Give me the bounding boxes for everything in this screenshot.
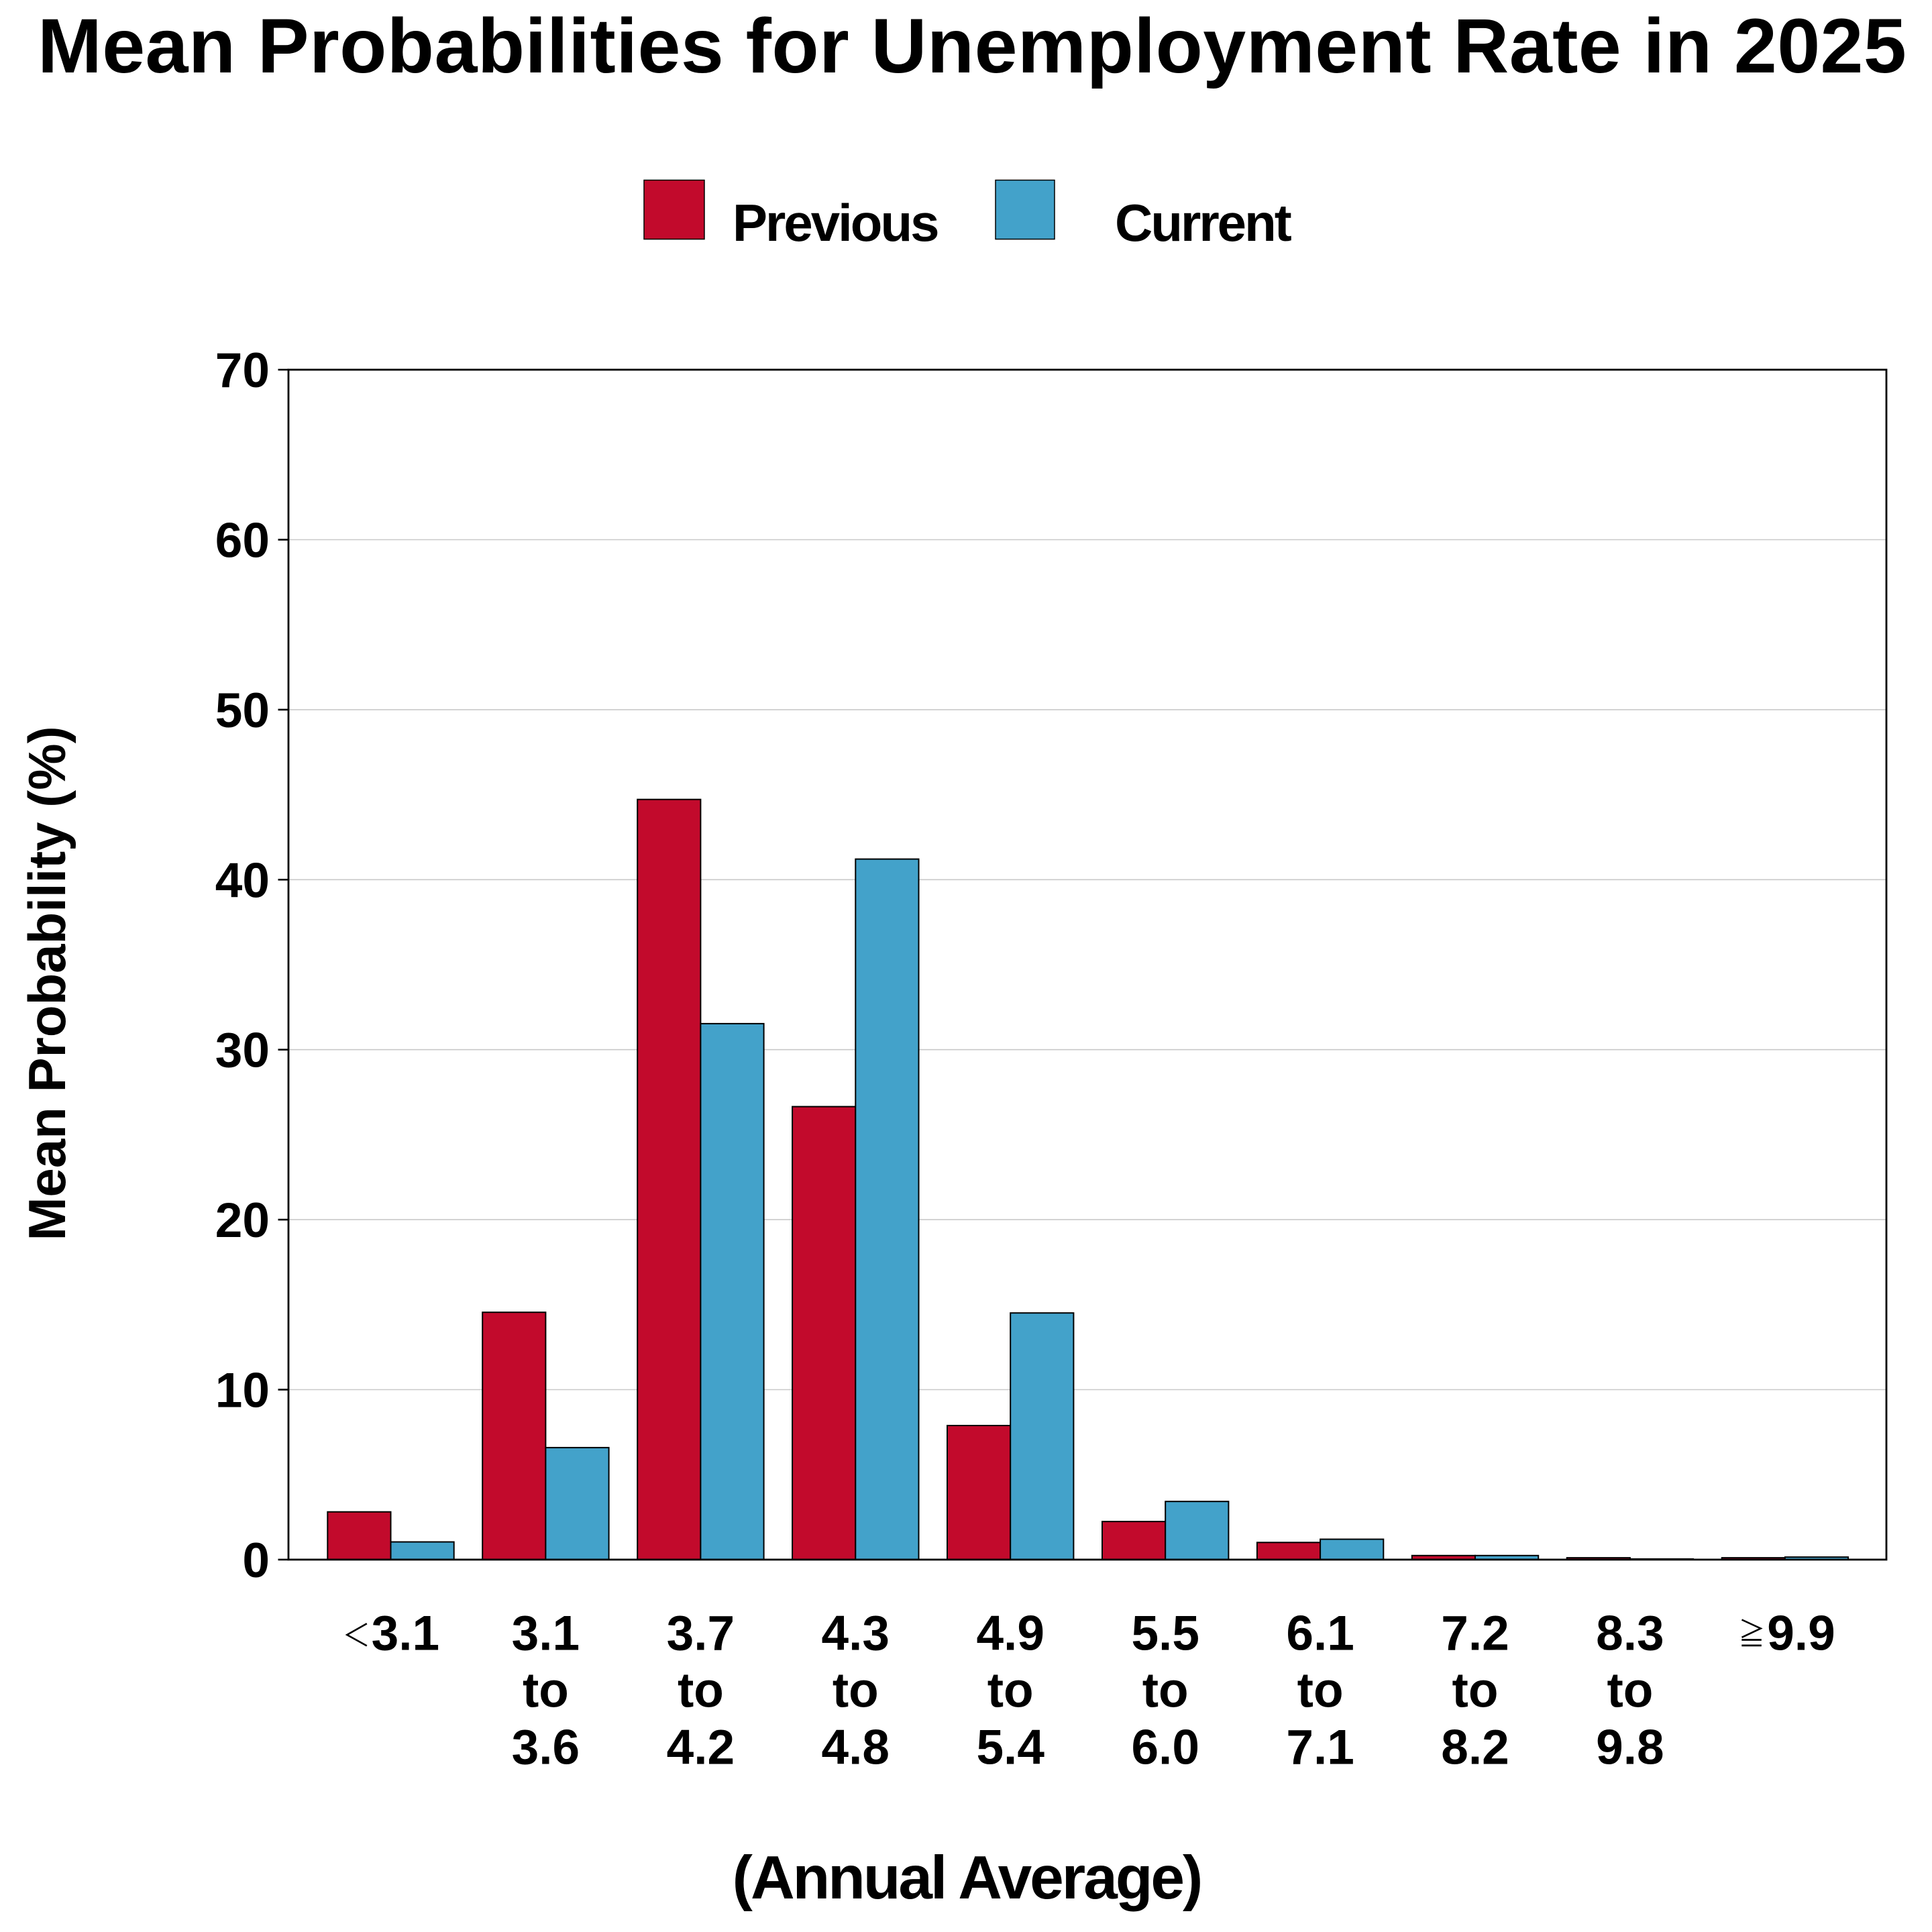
- svg-text:5.5: 5.5: [1131, 1607, 1199, 1661]
- svg-text:6.0: 6.0: [1131, 1721, 1199, 1775]
- svg-text:to: to: [523, 1664, 569, 1718]
- svg-text:60: 60: [215, 514, 270, 568]
- svg-text:(Annual Average): (Annual Average): [733, 1844, 1201, 1912]
- svg-text:70: 70: [215, 343, 270, 398]
- svg-text:7.2: 7.2: [1441, 1607, 1509, 1661]
- svg-text:to: to: [1142, 1664, 1189, 1718]
- svg-text:40: 40: [215, 853, 270, 908]
- svg-text:30: 30: [215, 1024, 270, 1078]
- svg-text:to: to: [678, 1664, 724, 1718]
- svg-text:10: 10: [215, 1364, 270, 1418]
- svg-text:8.2: 8.2: [1441, 1721, 1509, 1775]
- svg-text:3.1: 3.1: [372, 1607, 439, 1661]
- svg-text:9.9: 9.9: [1767, 1607, 1835, 1661]
- svg-text:Mean Probabilities for Unemplo: Mean Probabilities for Unemployment Rate…: [38, 3, 1907, 89]
- svg-text:to: to: [1297, 1664, 1344, 1718]
- svg-text:8.3: 8.3: [1596, 1607, 1664, 1661]
- svg-text:3.6: 3.6: [512, 1721, 580, 1775]
- svg-text:to: to: [1452, 1664, 1499, 1718]
- svg-text:4.8: 4.8: [822, 1721, 890, 1775]
- svg-text:3.1: 3.1: [512, 1607, 580, 1661]
- svg-text:0: 0: [242, 1534, 270, 1588]
- svg-text:Current: Current: [1115, 193, 1292, 252]
- svg-text:Mean Probability (%): Mean Probability (%): [17, 726, 76, 1240]
- svg-text:4.2: 4.2: [667, 1721, 735, 1775]
- svg-text:4.9: 4.9: [976, 1607, 1044, 1661]
- svg-text:50: 50: [215, 684, 270, 738]
- svg-text:3.7: 3.7: [667, 1607, 735, 1661]
- svg-text:to: to: [987, 1664, 1034, 1718]
- svg-text:9.8: 9.8: [1596, 1721, 1664, 1775]
- svg-text:20: 20: [215, 1193, 270, 1248]
- svg-text:to: to: [833, 1664, 879, 1718]
- svg-text:to: to: [1607, 1664, 1653, 1718]
- svg-text:Previous: Previous: [733, 193, 938, 252]
- svg-text:5.4: 5.4: [976, 1721, 1044, 1775]
- svg-text:7.1: 7.1: [1286, 1721, 1354, 1775]
- svg-text:4.3: 4.3: [822, 1607, 890, 1661]
- svg-text:6.1: 6.1: [1286, 1607, 1354, 1661]
